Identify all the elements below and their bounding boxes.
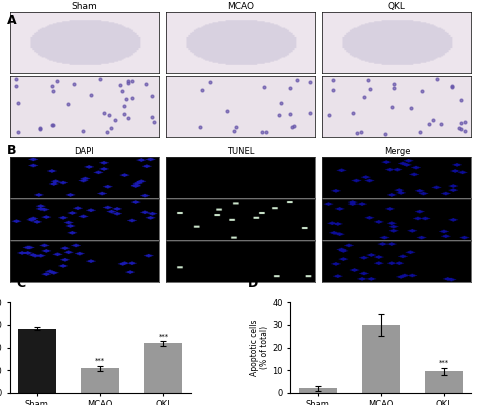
Bar xyxy=(361,325,399,393)
Text: ***: *** xyxy=(158,333,168,339)
Bar xyxy=(18,329,56,393)
Text: ***: *** xyxy=(438,360,448,366)
Bar xyxy=(81,369,119,393)
Text: A: A xyxy=(7,14,17,27)
Text: C: C xyxy=(17,277,26,290)
Y-axis label: Apoptotic cells
(% of total): Apoptotic cells (% of total) xyxy=(249,319,269,376)
Bar xyxy=(144,343,182,393)
Bar xyxy=(298,388,336,393)
Title: QKL: QKL xyxy=(387,2,405,11)
Title: Merge: Merge xyxy=(383,147,409,156)
Text: D: D xyxy=(247,277,257,290)
Text: ***: *** xyxy=(95,358,105,364)
Text: B: B xyxy=(7,144,17,157)
Title: Sham: Sham xyxy=(71,2,97,11)
Title: DAPI: DAPI xyxy=(74,147,94,156)
Title: TUNEL: TUNEL xyxy=(227,147,253,156)
Bar xyxy=(424,371,462,393)
Title: MCAO: MCAO xyxy=(227,2,253,11)
